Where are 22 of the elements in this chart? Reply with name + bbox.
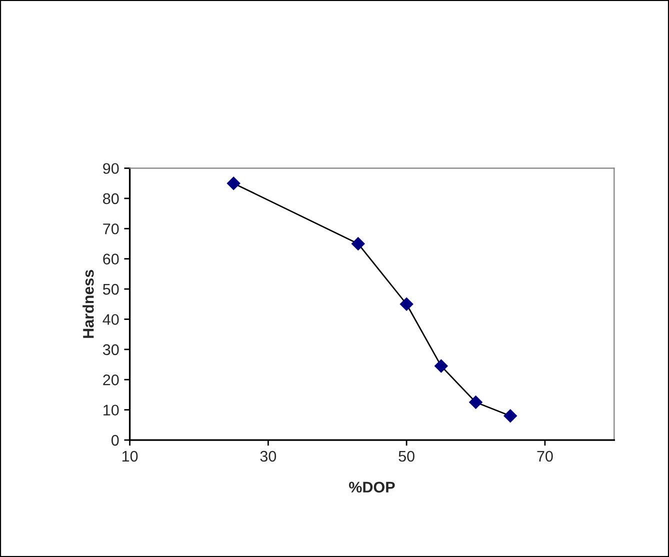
x-tick-label: 50 xyxy=(398,450,414,462)
x-tick-label: 10 xyxy=(122,450,138,462)
y-tick-label: 20 xyxy=(103,374,119,386)
point xyxy=(400,298,414,311)
y-tick-label: 90 xyxy=(103,163,119,174)
point xyxy=(352,237,365,250)
x-tick-label: 70 xyxy=(537,450,553,462)
point xyxy=(434,359,448,373)
x-axis-title: %DOP xyxy=(348,482,395,493)
y-tick-label: 70 xyxy=(103,223,119,234)
y-axis-title: Hardness xyxy=(82,270,94,338)
x-tick-label: 30 xyxy=(260,450,276,462)
y-tick-label: 60 xyxy=(103,254,119,265)
y-tick-label: 0 xyxy=(111,434,119,446)
y-tick-label: 80 xyxy=(103,193,119,204)
point xyxy=(504,409,517,422)
y-tick-label: 30 xyxy=(102,344,119,356)
y-tick-label: 50 xyxy=(102,284,119,295)
point xyxy=(226,176,240,190)
point xyxy=(469,396,482,409)
y-tick-label: 10 xyxy=(104,404,119,416)
y-tick-label: 40 xyxy=(102,314,119,325)
